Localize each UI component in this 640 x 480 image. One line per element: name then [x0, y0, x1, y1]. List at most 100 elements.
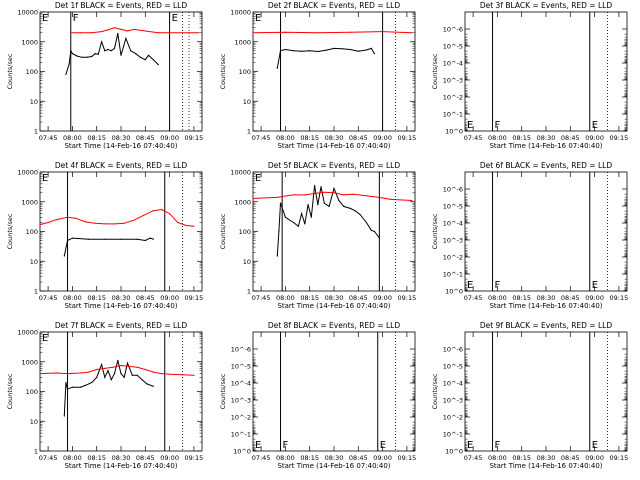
lld-data-point — [70, 32, 72, 34]
corner-label: E — [255, 13, 261, 24]
x-tick-label: 09:00 — [373, 134, 392, 142]
chart-panel-2: Det 2f BLACK = Events, RED = LLD 1 10 100 10… — [219, 1, 416, 150]
y-tick-label: 10^0 — [233, 448, 251, 456]
lld-data-point — [169, 373, 171, 375]
x-axis-label: Start Time (14-Feb-16 07:40:40) — [64, 142, 177, 150]
y-tick-label: 10000 — [230, 9, 251, 17]
y-tick-label: 10^-3 — [443, 237, 463, 245]
lld-data-point — [343, 194, 345, 196]
events-data-point — [323, 202, 325, 204]
lld-series-line — [252, 191, 412, 201]
events-data-point — [91, 55, 93, 58]
x-tick-label: 08:15 — [512, 454, 531, 462]
marker-label: F — [495, 120, 501, 131]
lld-data-point — [55, 372, 57, 374]
x-tick-label: 09:15 — [610, 134, 629, 142]
x-tick-label: 08:45 — [561, 294, 580, 302]
events-data-point — [79, 386, 82, 388]
events-data-point — [126, 362, 129, 364]
x-tick-label: 07:45 — [464, 454, 483, 462]
lld-data-point — [144, 30, 146, 32]
marker-label: E — [592, 280, 598, 291]
events-data-point — [152, 238, 154, 240]
events-data-point — [320, 186, 322, 188]
y-axis-label: Counts/sec — [6, 213, 14, 249]
x-tick-label: 08:00 — [63, 454, 82, 462]
x-tick-label: 08:00 — [276, 294, 295, 302]
x-tick-label: 09:15 — [185, 454, 204, 462]
lld-series-line — [39, 208, 194, 227]
events-data-point — [66, 239, 69, 242]
lld-data-point — [94, 222, 96, 224]
events-data-point — [71, 386, 73, 388]
corner-label: E — [467, 440, 473, 451]
y-axis-label: Counts/sec — [431, 373, 439, 409]
lld-data-point — [349, 31, 351, 33]
x-tick-label: 08:45 — [136, 134, 155, 142]
events-data-point — [110, 50, 112, 52]
lld-data-point — [88, 371, 90, 373]
lld-data-point — [55, 219, 57, 221]
events-data-point — [304, 223, 306, 225]
y-tick-label: 10^-5 — [443, 43, 463, 51]
y-tick-label: 100 — [26, 68, 38, 76]
chart-panel-3: Det 3f BLACK = Events, RED = LLD 10^0 10^-… — [431, 1, 628, 150]
corner-label: E — [255, 440, 261, 451]
y-tick-label: 10^-3 — [231, 397, 251, 405]
events-data-point — [71, 237, 73, 239]
lld-data-point — [160, 373, 163, 375]
lld-data-point — [39, 224, 41, 226]
events-data-point — [357, 50, 359, 52]
events-data-point — [279, 202, 282, 204]
events-data-point — [157, 64, 159, 66]
x-tick-label: 08:30 — [112, 294, 131, 302]
lld-data-point — [152, 210, 154, 212]
x-axis-label: Start Time (14-Feb-16 07:40:40) — [64, 302, 177, 310]
lld-data-point — [198, 32, 200, 34]
y-tick-label: 1000 — [234, 198, 251, 206]
x-tick-label: 09:15 — [610, 454, 629, 462]
events-data-point — [136, 238, 138, 240]
events-data-point — [96, 376, 98, 378]
x-tick-label: 09:00 — [585, 454, 604, 462]
corner-label: E — [42, 173, 48, 184]
events-data-point — [309, 50, 311, 52]
chart-title: Det 9f BLACK = Events, RED = LLD — [480, 321, 613, 330]
plot-frame — [464, 331, 628, 452]
events-data-point — [378, 237, 380, 239]
y-tick-label: 1 — [34, 128, 38, 136]
events-series-line — [65, 33, 159, 75]
events-data-point — [328, 205, 330, 207]
y-tick-label: 10^-4 — [443, 380, 463, 388]
y-tick-label: 100 — [26, 228, 38, 236]
lld-data-point — [169, 32, 171, 34]
events-data-point — [276, 67, 278, 69]
lld-data-point — [177, 221, 179, 224]
events-data-point — [101, 364, 103, 366]
events-data-point — [359, 213, 361, 215]
lld-data-point — [160, 208, 163, 211]
x-tick-label: 09:00 — [373, 454, 392, 462]
lld-data-point — [193, 225, 195, 227]
lld-data-point — [143, 214, 145, 216]
x-tick-label: 09:15 — [398, 134, 417, 142]
y-tick-label: 10^-3 — [443, 397, 463, 405]
events-data-point — [307, 204, 309, 206]
events-data-point — [349, 207, 351, 209]
events-data-point — [94, 53, 96, 55]
x-tick-label: 08:15 — [87, 454, 106, 462]
lld-data-point — [84, 221, 86, 223]
x-tick-label: 07:45 — [39, 134, 58, 142]
plot-frame — [39, 171, 203, 292]
y-axis-label: Counts/sec — [219, 373, 227, 409]
lld-data-point — [136, 366, 138, 368]
y-axis-label: Counts/sec — [6, 53, 14, 89]
events-data-point — [278, 230, 280, 233]
x-tick-label: 09:00 — [585, 294, 604, 302]
marker-label: F — [73, 13, 79, 24]
lld-data-point — [120, 364, 122, 367]
y-tick-label: 10000 — [17, 329, 38, 337]
y-tick-label: 10 — [30, 258, 38, 266]
y-tick-label: 1000 — [21, 38, 38, 46]
